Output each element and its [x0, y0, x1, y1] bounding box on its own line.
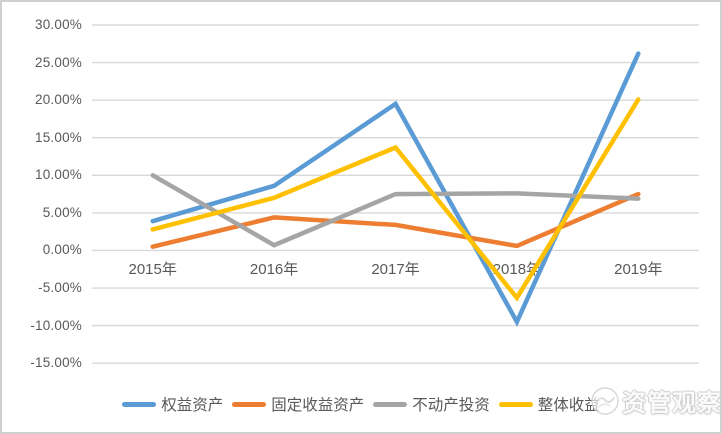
- y-axis-label: 10.00%: [35, 167, 82, 183]
- chart-legend: 权益资产 固定收益资产 不动产投资 整体收益: [2, 393, 720, 415]
- x-axis-label: 2016年: [249, 261, 299, 278]
- watermark-logo-icon: [591, 386, 619, 415]
- legend-item-1: 固定收益资产: [232, 393, 364, 415]
- legend-swatch-icon: [232, 401, 267, 407]
- y-axis-label: 30.00%: [35, 17, 82, 32]
- x-axis-label: 2019年: [614, 261, 663, 278]
- series-line-2: [150, 173, 641, 248]
- x-axis-label: 2015年: [128, 261, 177, 278]
- series-line-1: [150, 191, 641, 249]
- legend-item-3: 整体收益: [498, 393, 600, 415]
- y-axis-label: -5.00%: [38, 280, 82, 296]
- legend-item-0: 权益资产: [122, 393, 223, 415]
- y-axis-label: 20.00%: [35, 92, 82, 108]
- y-axis-label: 25.00%: [35, 54, 82, 70]
- x-axis-label: 2018年: [492, 261, 542, 278]
- legend-label: 固定收益资产: [271, 397, 365, 414]
- legend-label: 不动产投资: [412, 397, 490, 414]
- y-axis-label: -10.00%: [30, 317, 82, 333]
- y-axis-label: 15.00%: [35, 129, 82, 145]
- legend-label: 权益资产: [161, 397, 224, 414]
- y-axis-label: 0.00%: [42, 242, 82, 258]
- legend-item-2: 不动产投资: [373, 393, 490, 415]
- legend-swatch-icon: [498, 401, 533, 407]
- series-line-0: [150, 51, 641, 327]
- watermark: 资管观察: [590, 383, 722, 418]
- legend-label: 整体收益: [537, 397, 600, 414]
- watermark-text: 资管观察: [622, 390, 722, 417]
- legend-swatch-icon: [373, 401, 408, 407]
- y-axis-label: 5.00%: [42, 204, 82, 220]
- x-axis-label: 2017年: [371, 261, 420, 278]
- legend-swatch-icon: [122, 401, 157, 407]
- y-axis-label: -15.00%: [30, 355, 82, 371]
